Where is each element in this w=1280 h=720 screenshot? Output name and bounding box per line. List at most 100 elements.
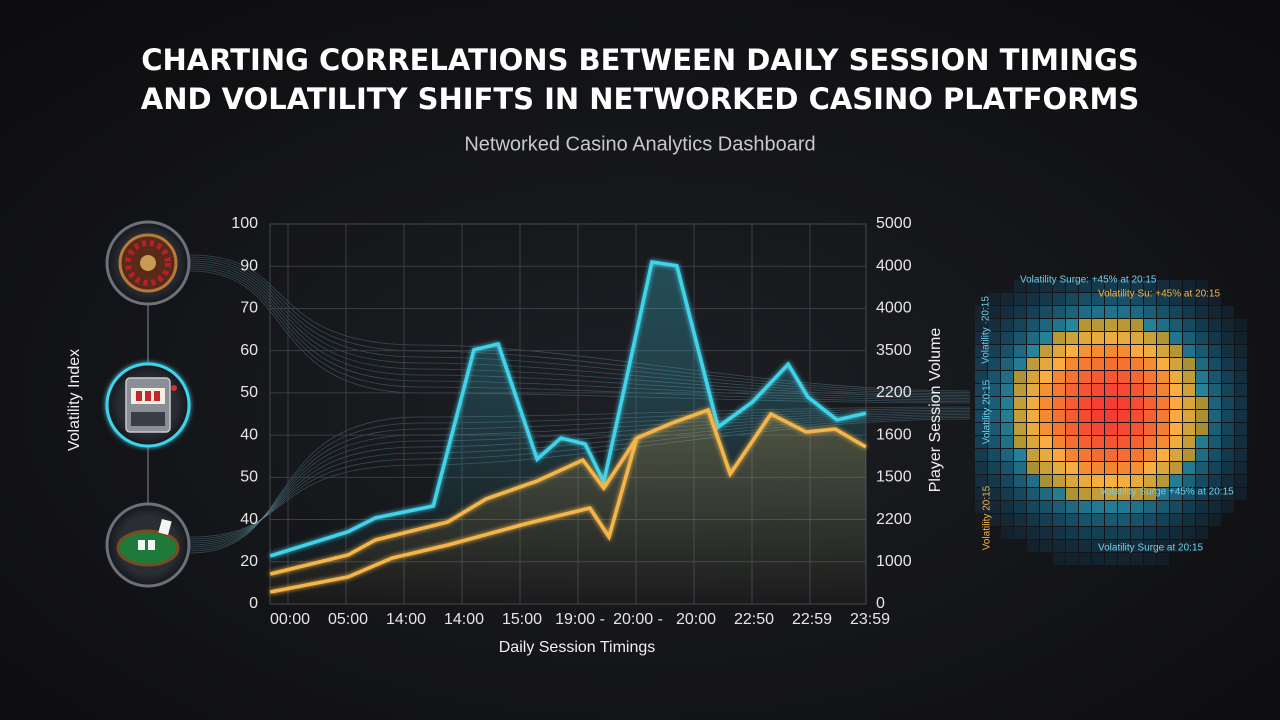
x-tick-label: 14:00 — [386, 611, 426, 628]
heat-cell — [1222, 319, 1234, 331]
heat-cell — [1053, 423, 1065, 435]
heat-cell — [1196, 514, 1208, 526]
heat-cell — [1144, 371, 1156, 383]
y-tick-label: 0 — [249, 595, 258, 612]
heat-cell — [1144, 384, 1156, 396]
heat-cell — [1196, 423, 1208, 435]
heat-cell — [1209, 436, 1221, 448]
heat-cell — [1196, 475, 1208, 487]
heat-cell — [1014, 293, 1026, 305]
heat-cell — [1183, 462, 1195, 474]
heat-cell — [1027, 306, 1039, 318]
heat-cell — [1066, 280, 1078, 292]
heat-cell — [1183, 332, 1195, 344]
heat-cell — [1092, 540, 1104, 552]
y2-tick-label: 5000 — [876, 215, 912, 232]
y2-tick-label: 1000 — [876, 553, 912, 570]
heat-cell — [1014, 449, 1026, 461]
heat-cell — [1092, 345, 1104, 357]
heat-cell — [1001, 332, 1013, 344]
heat-cell — [1001, 475, 1013, 487]
heat-cell — [988, 449, 1000, 461]
heat-cell — [1183, 371, 1195, 383]
heat-cell — [1001, 397, 1013, 409]
heat-cell — [1131, 306, 1143, 318]
heat-cell — [975, 410, 987, 422]
heat-cell — [1079, 488, 1091, 500]
heat-cell — [1105, 306, 1117, 318]
heat-cell — [1209, 449, 1221, 461]
heat-cell — [1235, 358, 1247, 370]
heat-cell — [1079, 436, 1091, 448]
heat-cell — [1170, 436, 1182, 448]
heat-cell — [1183, 384, 1195, 396]
heat-cell — [1092, 423, 1104, 435]
heat-cell — [1183, 475, 1195, 487]
heat-cell — [1222, 371, 1234, 383]
heat-cell — [1209, 358, 1221, 370]
heat-cell — [1170, 514, 1182, 526]
heat-cell — [1183, 293, 1195, 305]
heat-cell — [1118, 345, 1130, 357]
heat-cell — [1144, 306, 1156, 318]
heat-cell — [1144, 345, 1156, 357]
heat-cell — [1053, 293, 1065, 305]
heat-cell — [1105, 488, 1117, 500]
heat-cell — [1131, 423, 1143, 435]
heat-cell — [1183, 280, 1195, 292]
heat-cell — [1170, 293, 1182, 305]
y2-tick-label: 4000 — [876, 257, 912, 274]
heat-cell — [1079, 384, 1091, 396]
heat-cell — [1144, 449, 1156, 461]
heat-cell — [1131, 553, 1143, 565]
heat-cell — [1014, 306, 1026, 318]
heat-cell — [1196, 319, 1208, 331]
heat-cell — [1222, 410, 1234, 422]
heat-cell — [1027, 371, 1039, 383]
heat-cell — [1170, 358, 1182, 370]
heat-cell — [1001, 410, 1013, 422]
heat-cell — [988, 358, 1000, 370]
heat-cell — [1105, 553, 1117, 565]
heat-cell — [1131, 449, 1143, 461]
heat-cell — [1027, 410, 1039, 422]
heat-cell — [1014, 527, 1026, 539]
x-tick-label: 20:00 — [676, 611, 716, 628]
heat-cell — [1157, 462, 1169, 474]
heat-cell — [1014, 462, 1026, 474]
heat-cell — [1118, 436, 1130, 448]
heat-cell — [1209, 488, 1221, 500]
heat-cell — [1105, 371, 1117, 383]
heat-cell — [988, 293, 1000, 305]
heat-cell — [1170, 345, 1182, 357]
heat-cell — [1040, 462, 1052, 474]
heat-cell — [1066, 319, 1078, 331]
heat-cell — [1027, 436, 1039, 448]
heat-cell — [1131, 527, 1143, 539]
x-tick-label: 14:00 — [444, 611, 484, 628]
heat-cell — [1235, 449, 1247, 461]
heat-cell — [1001, 423, 1013, 435]
heat-cell — [1092, 449, 1104, 461]
y-tick-label: 100 — [231, 215, 258, 232]
heat-cell — [1157, 527, 1169, 539]
chart-title-line2: AND VOLATILITY SHIFTS IN NETWORKED CASIN… — [141, 82, 1140, 116]
heat-cell — [1053, 514, 1065, 526]
heat-cell — [1170, 410, 1182, 422]
heat-cell — [1079, 462, 1091, 474]
heat-cell — [1092, 371, 1104, 383]
heat-cell — [1196, 371, 1208, 383]
y-axis-label: Volatility Index — [66, 349, 83, 451]
heat-cell — [1105, 527, 1117, 539]
heat-cell — [1092, 410, 1104, 422]
heat-cell — [1222, 397, 1234, 409]
heat-cell — [1131, 319, 1143, 331]
heat-cell — [1209, 332, 1221, 344]
heat-cell — [1040, 527, 1052, 539]
heat-cell — [1040, 358, 1052, 370]
y-tick-label: 60 — [240, 342, 258, 359]
heat-cell — [1157, 397, 1169, 409]
heat-cell — [988, 423, 1000, 435]
heat-cell — [1079, 475, 1091, 487]
heat-cell — [1235, 462, 1247, 474]
